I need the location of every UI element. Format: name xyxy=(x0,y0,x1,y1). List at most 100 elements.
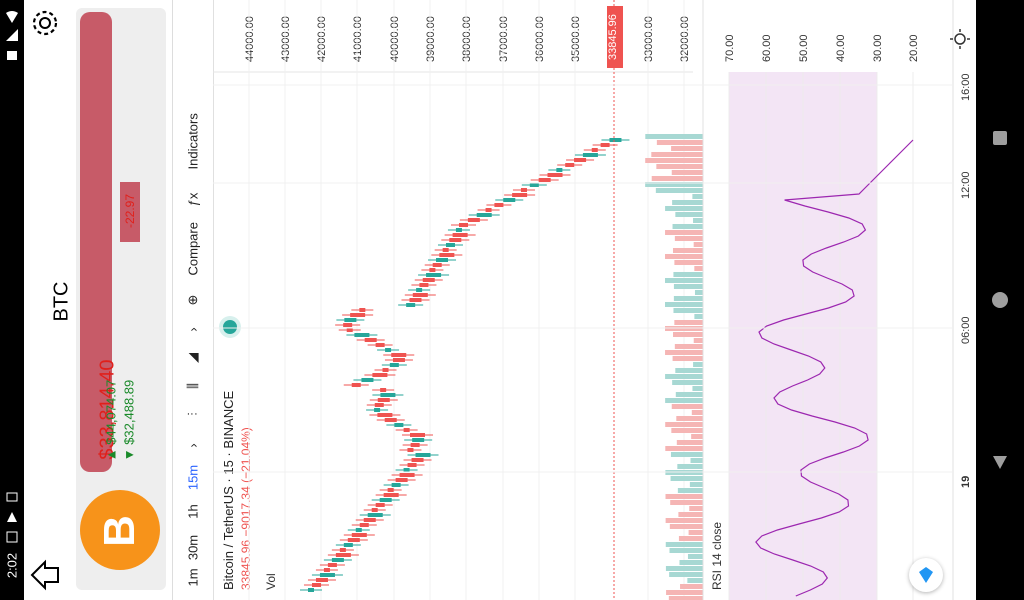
volume-profile-bar xyxy=(673,272,703,277)
candle-body xyxy=(609,138,622,142)
candle-body xyxy=(346,328,353,332)
candle-body xyxy=(347,538,360,542)
candle-body xyxy=(380,388,387,392)
volume-profile-bar xyxy=(672,356,703,361)
volume-profile-bar xyxy=(671,428,703,433)
volume-profile-bar xyxy=(694,314,703,319)
volume-profile-bar xyxy=(673,332,703,337)
candle-body xyxy=(377,413,393,417)
clock: 2:02 xyxy=(4,552,20,579)
volume-profile-bar xyxy=(651,152,703,157)
time-tick-label: 16:00 xyxy=(960,73,972,101)
price-tick-label: 39000.00 xyxy=(425,16,437,62)
volume-profile-bar xyxy=(687,578,703,583)
rsi-tick-label: 60.00 xyxy=(761,34,773,62)
candle-body xyxy=(339,548,346,552)
volume-profile-bar xyxy=(665,494,703,499)
candle-body xyxy=(403,428,410,432)
chart-toolbar: 1m 30m 1h 15m › ⫶ ⫼ ◢ › ⊕ Compare ƒx Ind… xyxy=(173,0,214,600)
volume-profile-bar xyxy=(645,134,703,139)
gear-icon[interactable] xyxy=(28,6,62,40)
volume-profile-bar xyxy=(675,392,703,397)
candle-body xyxy=(311,583,321,587)
compare-button[interactable]: Compare xyxy=(185,222,201,276)
volume-profile-bar xyxy=(665,278,703,283)
compare-plus-icon[interactable]: ⊕ xyxy=(185,294,200,306)
candle-body xyxy=(384,418,397,422)
volume-profile-bar xyxy=(665,518,703,523)
candle-body xyxy=(367,513,383,517)
candle-body xyxy=(436,258,449,262)
interval-30m[interactable]: 30m xyxy=(185,534,201,561)
ticker-card[interactable]: $33,814.40 ▲ $44,074.07 ▼ $32,488.89 -22… xyxy=(76,8,166,590)
volume-profile-bar xyxy=(671,146,703,151)
candle-body xyxy=(355,528,362,532)
volume-profile-bar xyxy=(651,176,703,181)
candle-body xyxy=(323,568,330,572)
back-icon[interactable] xyxy=(990,452,1010,472)
chart-plot[interactable]: 44000.00 43000.00 42000.00 41000.00 40000.00… xyxy=(213,0,977,600)
volume-profile-bar xyxy=(656,140,703,145)
candle-body xyxy=(379,498,392,502)
volume-profile-bar xyxy=(689,506,703,511)
volume-profile-bar xyxy=(677,464,703,469)
candle-body xyxy=(565,163,575,167)
home-icon[interactable] xyxy=(28,558,62,592)
volume-profile-bar xyxy=(665,302,703,307)
trading-chart[interactable]: 1m 30m 1h 15m › ⫶ ⫼ ◢ › ⊕ Compare ƒx Ind… xyxy=(172,0,977,600)
volume-profile-bar xyxy=(688,530,703,535)
candle-body xyxy=(327,563,337,567)
rsi-tick-label: 50.00 xyxy=(798,34,810,62)
volume-profile-bar xyxy=(668,596,703,600)
volume-profile-bar xyxy=(674,344,703,349)
volume-profile-bar xyxy=(665,374,703,379)
candle-body xyxy=(344,318,357,322)
home-nav-icon[interactable] xyxy=(990,290,1010,310)
coin-panel: BTC $33,814.40 ▲ $44,074.07 ▼ $32,488.89… xyxy=(24,0,172,600)
candle-body xyxy=(335,553,351,557)
candle-body xyxy=(377,398,390,402)
indicators-button[interactable]: Indicators xyxy=(185,113,201,170)
price-tick-label: 32000.00 xyxy=(679,16,691,62)
price-tick-label: 40000.00 xyxy=(389,16,401,62)
candle-body xyxy=(375,503,385,507)
recents-icon[interactable] xyxy=(990,128,1010,148)
settings-sun-icon[interactable] xyxy=(949,28,971,50)
rsi-tick-label: 20.00 xyxy=(908,34,920,62)
volume-profile-bar xyxy=(693,242,703,247)
candle-body xyxy=(351,383,361,387)
volume-profile-bar xyxy=(665,422,703,427)
volume-profile-bar xyxy=(669,524,703,529)
rsi-tick-label: 70.00 xyxy=(724,34,736,62)
volume-profile-bar xyxy=(674,320,703,325)
price-tick-label: 35000.00 xyxy=(570,16,582,62)
candle-body xyxy=(406,303,416,307)
volume-profile-bar xyxy=(669,572,703,577)
bitcoin-logo-icon: B xyxy=(80,490,160,570)
volume-profile-bar xyxy=(672,248,703,253)
volume-profile-bar xyxy=(676,440,703,445)
volume-profile-bar xyxy=(665,398,703,403)
volume-profile-bar xyxy=(693,362,703,367)
tradingview-logo-icon[interactable] xyxy=(909,558,943,592)
interval-1h[interactable]: 1h xyxy=(185,504,201,519)
candle-body xyxy=(382,368,389,372)
candle-body xyxy=(529,183,539,187)
price-tick-label: 44000.00 xyxy=(244,16,256,62)
volume-profile-bar xyxy=(666,590,703,595)
candle-body xyxy=(343,323,353,327)
candle-body xyxy=(389,363,399,367)
price-tick-label: 36000.00 xyxy=(534,16,546,62)
indicators-fx-icon[interactable]: ƒx xyxy=(185,192,201,207)
volume-profile-bar xyxy=(665,350,703,355)
volume-profile-bar xyxy=(678,512,703,517)
candle-body xyxy=(375,343,385,347)
coin-symbol: B xyxy=(95,515,144,547)
volume-profile-bar xyxy=(693,218,703,223)
candle-body xyxy=(574,158,587,162)
volume-profile-bar xyxy=(691,434,703,439)
volume-profile-bar xyxy=(694,266,703,271)
price-tick-label: 41000.00 xyxy=(352,16,364,62)
volume-profile-bar xyxy=(689,482,703,487)
rsi-label: RSI 14 close xyxy=(710,522,724,590)
